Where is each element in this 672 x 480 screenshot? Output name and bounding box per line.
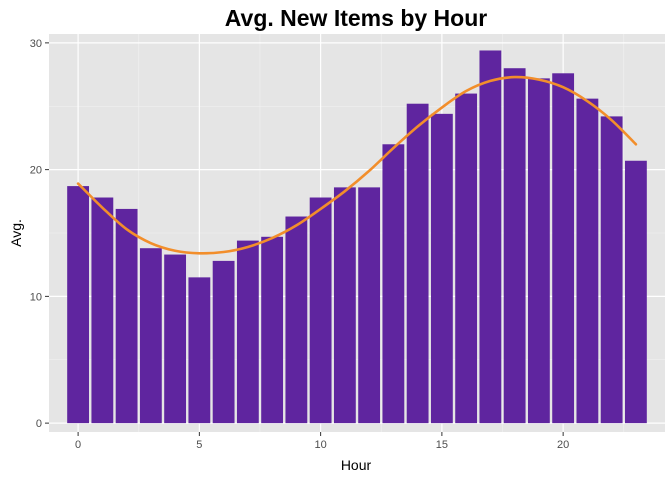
bar bbox=[527, 78, 550, 424]
x-tick-label: 0 bbox=[75, 439, 81, 451]
y-tick-label: 20 bbox=[30, 165, 42, 177]
smooth-line bbox=[76, 75, 638, 255]
bar bbox=[406, 103, 429, 424]
y-tick-label: 10 bbox=[30, 291, 42, 303]
bar bbox=[358, 187, 381, 424]
bar bbox=[382, 144, 405, 424]
bar bbox=[333, 187, 356, 424]
bar bbox=[600, 116, 623, 424]
x-tick-label: 15 bbox=[436, 439, 448, 451]
x-axis-label: Hour bbox=[341, 457, 372, 473]
x-tick-label: 5 bbox=[196, 439, 202, 451]
bar bbox=[285, 216, 308, 424]
bar bbox=[503, 68, 526, 424]
bar bbox=[115, 208, 138, 424]
bar bbox=[455, 93, 478, 424]
bar bbox=[212, 260, 235, 424]
bar bbox=[552, 73, 575, 424]
y-axis-label: Avg. bbox=[8, 219, 24, 247]
bar bbox=[164, 254, 187, 424]
bar bbox=[576, 98, 599, 424]
x-axis-ticks: 0 5 10 15 20 bbox=[75, 432, 569, 451]
x-tick-label: 10 bbox=[314, 439, 326, 451]
bar bbox=[261, 236, 284, 424]
bar bbox=[188, 277, 211, 424]
bars bbox=[67, 50, 647, 424]
bar bbox=[139, 248, 162, 424]
bar bbox=[309, 197, 332, 424]
bar bbox=[430, 113, 453, 424]
x-tick-label: 20 bbox=[557, 439, 569, 451]
y-axis-ticks: 0 10 20 30 bbox=[30, 38, 49, 430]
y-tick-label: 30 bbox=[30, 38, 42, 50]
bar bbox=[236, 240, 259, 424]
bar bbox=[67, 186, 90, 424]
chart-title: Avg. New Items by Hour bbox=[225, 5, 487, 31]
y-tick-label: 0 bbox=[36, 418, 42, 430]
bar bbox=[91, 197, 114, 424]
bar bbox=[479, 50, 502, 424]
bar bbox=[624, 160, 647, 424]
